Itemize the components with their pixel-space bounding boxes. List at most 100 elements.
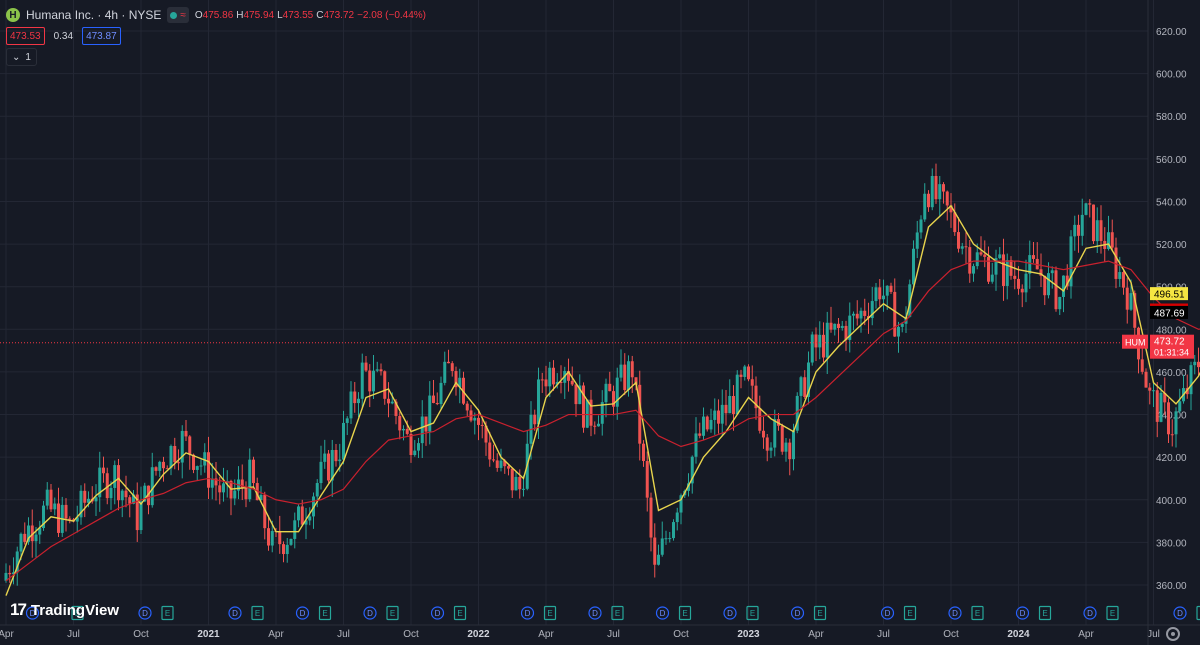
candle-body [739, 374, 743, 377]
earnings-icon[interactable] [543, 605, 557, 621]
earnings-icon[interactable] [611, 605, 624, 621]
candle-body [203, 452, 207, 466]
candle-body [555, 381, 559, 385]
candle-body [64, 504, 68, 519]
candle-body [405, 428, 409, 434]
candle-body [810, 334, 814, 363]
dividend-icon[interactable] [880, 606, 895, 620]
candle-body [1167, 402, 1170, 435]
dividend-icon[interactable] [588, 606, 602, 620]
tradingview-logo-icon: 17 [10, 600, 27, 619]
candle-body [45, 489, 49, 506]
earnings-icon[interactable] [903, 605, 917, 621]
price-scale-label: 496.51 [1154, 290, 1185, 301]
candle-body [177, 462, 180, 464]
market-status-button[interactable]: ≈ [167, 7, 189, 23]
candle-body [12, 572, 15, 575]
gear-icon[interactable] [1166, 627, 1180, 641]
dividend-icon[interactable] [948, 606, 962, 620]
candle-body [1174, 411, 1178, 435]
candle-body [207, 452, 210, 488]
earnings-icon[interactable] [71, 605, 84, 621]
dividend-icon[interactable] [295, 606, 310, 620]
earnings-icon[interactable] [1106, 605, 1119, 621]
dividend-icon[interactable] [430, 606, 445, 620]
candle-body [687, 483, 690, 491]
dividend-icon[interactable] [1083, 606, 1097, 620]
candle-body [1148, 387, 1152, 391]
candle-body [503, 460, 507, 467]
earnings-icon[interactable] [971, 605, 984, 621]
tradingview-logo[interactable]: 17 TradingView [10, 600, 119, 620]
dividend-icon[interactable] [723, 606, 737, 620]
candle-body [803, 377, 807, 397]
ohlc-key: O [194, 9, 203, 21]
candle-body [1020, 288, 1024, 293]
candle-body [998, 254, 1002, 259]
candle-body [878, 287, 882, 300]
candle-body [837, 323, 840, 329]
earnings-icon[interactable] [1038, 605, 1052, 621]
ma-fast-line [5, 204, 1200, 596]
candle-body [514, 476, 518, 491]
candle-body [342, 422, 345, 460]
candle-body [1118, 272, 1122, 279]
earnings-icon[interactable] [1196, 605, 1200, 621]
candle-body [1002, 254, 1005, 286]
dividend-icon[interactable] [138, 606, 152, 620]
candle-body [124, 490, 128, 498]
earnings-letter: E [975, 609, 980, 618]
candle-body [762, 430, 765, 438]
earnings-letter: E [1110, 609, 1115, 618]
candle-body [825, 322, 829, 358]
candle-body [754, 385, 758, 409]
candle-body [8, 572, 12, 575]
ask-price[interactable]: 473.87 [82, 27, 121, 45]
candle-body [972, 266, 975, 274]
candle-body [593, 425, 597, 427]
dividend-icon[interactable] [655, 606, 670, 620]
earnings-icon[interactable] [813, 605, 827, 621]
last-price-value: 473.72 [1154, 337, 1185, 348]
indicators-toggle[interactable]: ⌄ 1 [6, 48, 37, 66]
bar-countdown: 01:31:34 [1154, 348, 1189, 358]
earnings-icon[interactable] [746, 605, 759, 621]
dividend-letter: D [300, 609, 306, 618]
symbol-tag-bg [1122, 334, 1148, 349]
candle-body [735, 374, 739, 415]
candle-body [34, 534, 38, 542]
candle-body [987, 256, 990, 282]
dividend-icon[interactable] [363, 606, 377, 620]
earnings-icon[interactable] [678, 605, 692, 621]
dividend-icon[interactable] [520, 606, 535, 620]
candle-body [1152, 390, 1155, 392]
candle-body [1050, 270, 1054, 274]
dividend-icon[interactable] [1173, 606, 1187, 620]
dividend-icon[interactable] [25, 606, 40, 620]
symbol-title[interactable]: Humana Inc. · 4h · NYSE [26, 8, 162, 22]
earnings-letter: E [615, 609, 620, 618]
earnings-icon[interactable] [251, 605, 264, 621]
candle-body [589, 399, 593, 426]
candle-body [615, 377, 619, 407]
dividend-icon[interactable] [228, 606, 242, 620]
candle-body [1159, 392, 1163, 422]
dividend-icon[interactable] [1015, 606, 1030, 620]
candle-body [282, 544, 285, 555]
candle-body [649, 497, 653, 538]
candle-body [383, 371, 387, 399]
candle-body [968, 247, 972, 274]
dividend-icon[interactable] [790, 606, 805, 620]
x-axis-tick-label: Apr [808, 629, 824, 640]
candle-body [915, 232, 919, 249]
earnings-icon[interactable] [318, 605, 332, 621]
earnings-icon[interactable] [161, 605, 174, 621]
earnings-icon[interactable] [453, 605, 467, 621]
candle-body [27, 525, 30, 542]
bid-price[interactable]: 473.53 [6, 27, 45, 45]
candle-body [1032, 255, 1035, 259]
earnings-icon[interactable] [386, 605, 399, 621]
candle-body [600, 402, 604, 424]
